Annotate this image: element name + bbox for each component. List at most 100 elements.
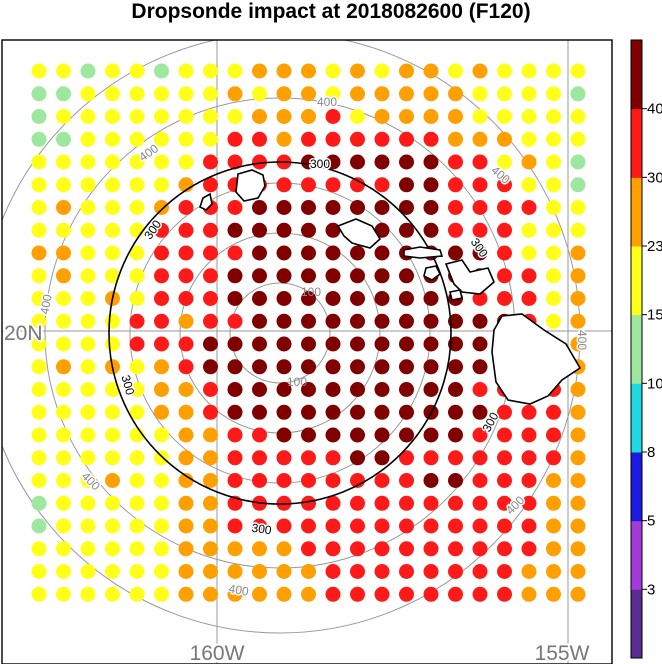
impact-dot bbox=[80, 154, 96, 170]
impact-dot bbox=[570, 586, 586, 602]
impact-dot bbox=[154, 450, 169, 466]
impact-dot bbox=[56, 495, 71, 511]
impact-dot bbox=[374, 450, 390, 466]
impact-dot bbox=[350, 268, 365, 284]
impact-dot bbox=[129, 564, 145, 579]
impact-dot bbox=[301, 518, 316, 534]
colorbar-label: 40 bbox=[647, 101, 662, 118]
impact-dot bbox=[105, 154, 120, 170]
impact-dot bbox=[178, 268, 194, 284]
impact-dot bbox=[31, 495, 47, 511]
colorbar-swatch bbox=[631, 246, 642, 316]
impact-dot bbox=[350, 495, 365, 511]
impact-dot bbox=[448, 222, 463, 238]
impact-dot bbox=[521, 109, 537, 124]
impact-dot bbox=[399, 336, 414, 352]
impact-dot bbox=[227, 473, 243, 488]
impact-dot bbox=[546, 404, 561, 420]
impact-dot bbox=[80, 450, 96, 466]
impact-dot bbox=[521, 518, 537, 534]
impact-dot bbox=[31, 63, 47, 79]
impact-dot bbox=[80, 518, 96, 534]
impact-dot bbox=[497, 245, 512, 261]
impact-dot bbox=[252, 313, 267, 329]
impact-dot bbox=[178, 541, 194, 557]
impact-dot bbox=[497, 177, 512, 193]
impact-dot bbox=[276, 541, 292, 557]
impact-dot bbox=[276, 313, 292, 329]
impact-dot bbox=[80, 222, 96, 238]
impact-dot bbox=[521, 495, 537, 511]
island-maui bbox=[444, 259, 495, 295]
impact-dot bbox=[497, 63, 512, 79]
impact-dot bbox=[374, 222, 390, 238]
impact-dot bbox=[423, 450, 439, 466]
impact-dot bbox=[56, 154, 71, 170]
impact-dot bbox=[31, 177, 47, 193]
impact-dot bbox=[472, 359, 488, 375]
impact-dot bbox=[399, 427, 414, 443]
impact-dot bbox=[31, 222, 47, 238]
impact-dot bbox=[31, 109, 47, 124]
impact-dot bbox=[350, 313, 365, 329]
impact-dot bbox=[325, 268, 341, 284]
impact-dot bbox=[105, 177, 120, 193]
impact-dot bbox=[252, 450, 267, 466]
impact-dot bbox=[374, 200, 390, 215]
impact-dot bbox=[546, 586, 561, 602]
impact-dot bbox=[178, 404, 194, 420]
impact-dot bbox=[374, 131, 390, 147]
impact-dot bbox=[570, 291, 586, 306]
impact-dot bbox=[374, 109, 390, 124]
impact-dot bbox=[325, 291, 341, 306]
impact-dot bbox=[448, 336, 463, 352]
impact-dot bbox=[276, 86, 292, 102]
impact-dot bbox=[374, 63, 390, 79]
impact-dot bbox=[178, 336, 194, 352]
impact-dot bbox=[399, 586, 414, 602]
impact-dot bbox=[325, 245, 341, 261]
impact-dot bbox=[399, 404, 414, 420]
impact-dot bbox=[570, 200, 586, 215]
impact-dot bbox=[80, 200, 96, 215]
overlay-layer bbox=[108, 161, 582, 505]
impact-dot bbox=[423, 177, 439, 193]
impact-dot bbox=[399, 177, 414, 193]
impact-dot bbox=[80, 473, 96, 488]
impact-dot bbox=[497, 450, 512, 466]
impact-dot bbox=[301, 336, 316, 352]
impact-dot bbox=[301, 495, 316, 511]
impact-dot bbox=[546, 427, 561, 443]
impact-dot bbox=[521, 427, 537, 443]
impact-dot bbox=[570, 109, 586, 124]
impact-dot bbox=[399, 131, 414, 147]
impact-dot bbox=[399, 154, 414, 170]
impact-dot bbox=[227, 359, 243, 375]
impact-dot bbox=[178, 382, 194, 397]
colorbar-frame bbox=[630, 39, 643, 659]
impact-dot bbox=[178, 495, 194, 511]
impact-dot bbox=[203, 109, 218, 124]
impact-dot bbox=[178, 586, 194, 602]
impact-dot bbox=[570, 245, 586, 261]
impact-dot bbox=[448, 154, 463, 170]
impact-dot bbox=[252, 154, 267, 170]
impact-dot bbox=[472, 154, 488, 170]
impact-dot bbox=[546, 200, 561, 215]
impact-dot bbox=[301, 427, 316, 443]
impact-dot bbox=[301, 473, 316, 488]
chart-title: Dropsonde impact at 2018082600 (F120) bbox=[131, 0, 531, 23]
impact-dot bbox=[31, 473, 47, 488]
impact-dot bbox=[497, 154, 512, 170]
impact-dot bbox=[80, 382, 96, 397]
impact-dot bbox=[252, 427, 267, 443]
impact-dot bbox=[472, 222, 488, 238]
impact-dot bbox=[105, 109, 120, 124]
impact-dot bbox=[252, 518, 267, 534]
colorbar-swatch bbox=[631, 383, 642, 453]
impact-dot bbox=[472, 86, 488, 102]
impact-dot bbox=[546, 131, 561, 147]
impact-dot bbox=[56, 245, 71, 261]
contour-300 bbox=[108, 161, 452, 505]
impact-dot bbox=[105, 268, 120, 284]
